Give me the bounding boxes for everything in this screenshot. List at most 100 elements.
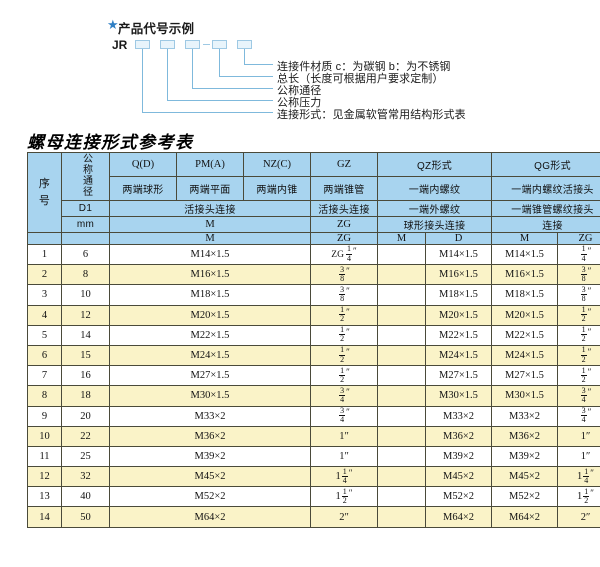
cell-gz-zg: 3 4 ″ <box>310 385 378 407</box>
cell-union-m: M27×1.5 <box>109 365 311 387</box>
cell-qz-d: M52×2 <box>425 486 492 508</box>
cell-qz-m <box>377 324 426 346</box>
cell-qz-m <box>377 425 426 447</box>
cell-qg-m: M39×2 <box>491 445 558 468</box>
header-group-pma: PM(A) <box>176 152 244 177</box>
header-unit-qz-m: M <box>377 232 426 245</box>
leader-line-h-5 <box>142 112 273 113</box>
cell-gz-zg: 1 2 ″ <box>310 365 378 387</box>
cell-qz-m <box>377 486 426 508</box>
code-box-3 <box>185 40 200 49</box>
header-desc-qz: 一端内螺纹 <box>377 176 492 201</box>
cell-qg-zg: 3 4 ″ <box>556 405 600 427</box>
cell-nominal-diameter: 18 <box>61 385 110 407</box>
cell-qg-zg: 3 4 ″ <box>556 385 600 407</box>
cell-qg-m: M16×1.5 <box>491 264 558 286</box>
cell-qz-d: M45×2 <box>425 466 492 488</box>
table-row: 11 25 M39×2 1″ M39×2 M39×2 1″ <box>27 445 600 468</box>
cell-qg-zg: 3 8 ″ <box>556 264 600 286</box>
cell-qz-d: M36×2 <box>425 425 492 447</box>
cell-gz-zg: 1 1 2 ″ <box>310 486 378 508</box>
cell-qg-m: M64×2 <box>491 506 558 528</box>
cell-nominal-diameter: 10 <box>61 284 110 306</box>
cell-nominal-diameter: 25 <box>61 445 110 468</box>
cell-qg-zg: 1 1 4 ″ <box>556 466 600 488</box>
cell-nominal-diameter: 16 <box>61 365 110 387</box>
header-group-qg: QG形式 <box>490 152 600 177</box>
cell-nominal-diameter: 50 <box>61 506 110 528</box>
leader-line-v-5 <box>142 49 143 112</box>
page-title: 螺母连接形式参考表 <box>27 133 194 152</box>
cell-seq: 5 <box>27 324 62 346</box>
cell-qg-zg: 2″ <box>556 506 600 528</box>
cell-qz-d: M14×1.5 <box>425 243 492 266</box>
header-nominal-diameter: 公称通径 <box>61 152 110 201</box>
header-row-desc: 两端球形 两端平面 两端内锥 两端锥管 一端内螺纹 一端内螺纹活接头 <box>28 176 600 201</box>
code-box-1 <box>135 40 150 49</box>
leader-line-v-2 <box>219 49 220 76</box>
cell-union-m: M16×1.5 <box>109 264 311 286</box>
header-seq-line1: 序 <box>38 177 51 190</box>
header-desc-pma: 两端平面 <box>176 176 244 201</box>
header-conn-qg: 一端锥管螺纹接头 <box>490 200 600 217</box>
cell-union-m: M14×1.5 <box>109 243 311 266</box>
table-row: 7 16 M27×1.5 1 2 ″ M27×1.5 M27×1.5 1 2 ″ <box>27 365 600 387</box>
cell-seq: 6 <box>27 344 62 367</box>
table-row: 4 12 M20×1.5 1 2 ″ M20×1.5 M20×1.5 1 2 ″ <box>27 304 600 326</box>
leader-line-h-4 <box>167 100 273 101</box>
cell-qg-m: M24×1.5 <box>491 344 558 367</box>
table-row: 9 20 M33×2 3 4 ″ M33×2 M33×2 3 4 ″ <box>27 405 600 427</box>
cell-qz-m <box>377 264 426 286</box>
header-conn-gz: 活接头连接 <box>310 200 378 217</box>
header-row-units: mm M ZG 球形接头连接 连接 <box>28 216 600 233</box>
leader-line-v-3 <box>192 49 193 88</box>
code-box-5 <box>237 40 252 49</box>
cell-qz-m <box>377 243 426 266</box>
leader-line-h-1 <box>244 64 273 65</box>
cell-union-m: M39×2 <box>109 445 311 468</box>
cell-qg-zg: 1 2 ″ <box>556 304 600 326</box>
cell-gz-zg: 3 4 ″ <box>310 405 378 427</box>
cell-qg-m: M14×1.5 <box>491 243 558 266</box>
cell-seq: 7 <box>27 365 62 387</box>
cell-qz-m <box>377 466 426 488</box>
header-spacer-seq <box>27 232 62 245</box>
diagram-title: 产品代号示例 <box>118 22 195 36</box>
header-unit-qz-d: D <box>425 232 492 245</box>
table-row: 8 18 M30×1.5 3 4 ″ M30×1.5 M30×1.5 3 4 ″ <box>27 385 600 407</box>
cell-qz-m <box>377 344 426 367</box>
table-row: 6 15 M24×1.5 1 2 ″ M24×1.5 M24×1.5 1 2 ″ <box>27 344 600 367</box>
cell-qg-zg: 1″ <box>556 445 600 468</box>
star-icon: ★ <box>107 17 119 32</box>
header-group-qd: Q(D) <box>109 152 177 177</box>
cell-qg-zg: 1 2 ″ <box>556 324 600 346</box>
cell-gz-zg: 1 1 4 ″ <box>310 466 378 488</box>
header-desc-qd: 两端球形 <box>109 176 177 201</box>
header-row-code: 序 号 公称通径 Q(D) PM(A) NZ(C) GZ QZ形式 QG形式 <box>27 152 600 233</box>
cell-qz-m <box>377 304 426 326</box>
cell-qz-d: M24×1.5 <box>425 344 492 367</box>
cell-qg-m: M20×1.5 <box>491 304 558 326</box>
cell-qg-m: M36×2 <box>491 425 558 447</box>
header-unit-qg-zg: ZG <box>556 232 600 245</box>
header-row-connection: D1 活接头连接 活接头连接 一端外螺纹 一端锥管螺纹接头 <box>28 200 600 217</box>
cell-union-m: M18×1.5 <box>109 284 311 306</box>
table-body: 1 6 M14×1.5 ZG 1 4 ″ M14×1.5 M14×1.5 1 4 ″ 2 8 M16×1.5… <box>27 243 600 528</box>
cell-qz-d: M39×2 <box>425 445 492 468</box>
header-desc-gz: 两端锥管 <box>310 176 378 201</box>
cell-qg-m: M27×1.5 <box>491 365 558 387</box>
header-group-nzc: NZ(C) <box>243 152 311 177</box>
table-row: 14 50 M64×2 2″ M64×2 M64×2 2″ <box>27 506 600 528</box>
cell-qg-zg: 3 8 ″ <box>556 284 600 306</box>
cell-qg-m: M18×1.5 <box>491 284 558 306</box>
cell-qz-m <box>377 385 426 407</box>
header-desc-nzc: 两端内锥 <box>243 176 311 201</box>
cell-qz-d: M33×2 <box>425 405 492 427</box>
cell-qz-d: M64×2 <box>425 506 492 528</box>
cell-qz-m <box>377 445 426 468</box>
header-desc-qg: 一端内螺纹活接头 <box>490 176 600 201</box>
cell-union-m: M33×2 <box>109 405 311 427</box>
table-row: 3 10 M18×1.5 3 8 ″ M18×1.5 M18×1.5 3 8 ″ <box>27 284 600 306</box>
cell-nominal-diameter: 12 <box>61 304 110 326</box>
product-code-diagram: ★ 产品代号示例 JR 连接件材质 c：为碳钢 b：为不锈钢 总长（长度可根据用… <box>0 0 600 128</box>
